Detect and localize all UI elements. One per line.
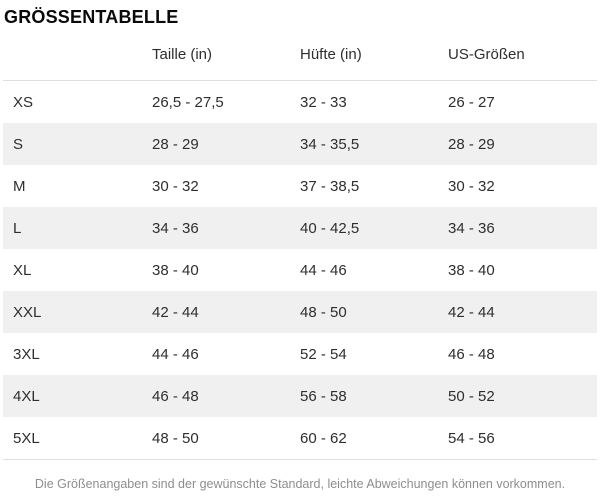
- huefte-value: 34 - 35,5: [300, 135, 360, 153]
- huefte-value: 56 - 58: [300, 387, 347, 405]
- table-row: M 30 - 32 37 - 38,5 30 - 32: [3, 165, 597, 207]
- us-value: 46 - 48: [448, 345, 495, 363]
- table-header-row: Taille (in) Hüfte (in) US-Größen: [3, 28, 597, 81]
- taille-value: 26,5 - 27,5: [152, 93, 224, 111]
- taille-value: 30 - 32: [152, 177, 199, 195]
- us-value: 26 - 27: [448, 93, 495, 111]
- table-row: 5XL 48 - 50 60 - 62 54 - 56: [3, 417, 597, 459]
- taille-value: 34 - 36: [152, 219, 199, 237]
- table-body: XS 26,5 - 27,5 32 - 33 26 - 27 S 28 - 29…: [3, 81, 597, 460]
- huefte-value: 52 - 54: [300, 345, 347, 363]
- us-value: 38 - 40: [448, 261, 495, 279]
- taille-value: 48 - 50: [152, 429, 199, 447]
- taille-value: 46 - 48: [152, 387, 199, 405]
- us-value: 50 - 52: [448, 387, 495, 405]
- taille-value: 44 - 46: [152, 345, 199, 363]
- size-label: 3XL: [13, 345, 40, 363]
- huefte-value: 60 - 62: [300, 429, 347, 447]
- table-row: XL 38 - 40 44 - 46 38 - 40: [3, 249, 597, 291]
- us-value: 30 - 32: [448, 177, 495, 195]
- header-huefte: Hüfte (in): [300, 45, 362, 63]
- size-label: M: [13, 177, 26, 195]
- size-label: L: [13, 219, 22, 237]
- table-row: S 28 - 29 34 - 35,5 28 - 29: [3, 123, 597, 165]
- size-label: XL: [13, 261, 32, 279]
- taille-value: 28 - 29: [152, 135, 199, 153]
- size-disclaimer-text: Die Größenangaben sind der gewünschte St…: [34, 477, 566, 491]
- header-us-groessen: US-Größen: [448, 45, 525, 63]
- taille-value: 42 - 44: [152, 303, 199, 321]
- us-value: 28 - 29: [448, 135, 495, 153]
- table-row: 4XL 46 - 48 56 - 58 50 - 52: [3, 375, 597, 417]
- taille-value: 38 - 40: [152, 261, 199, 279]
- us-value: 34 - 36: [448, 219, 495, 237]
- page-title: GRÖSSENTABELLE: [4, 7, 179, 27]
- size-label: XS: [13, 93, 34, 111]
- us-value: 42 - 44: [448, 303, 495, 321]
- huefte-value: 37 - 38,5: [300, 177, 360, 195]
- table-row: XS 26,5 - 27,5 32 - 33 26 - 27: [3, 81, 597, 123]
- size-chart-page: GRÖSSENTABELLE Taille (in) Hüfte (in) US…: [0, 6, 600, 492]
- header-taille: Taille (in): [152, 45, 213, 63]
- table-row: L 34 - 36 40 - 42,5 34 - 36: [3, 207, 597, 249]
- huefte-value: 44 - 46: [300, 261, 347, 279]
- size-label: S: [13, 135, 24, 153]
- huefte-value: 32 - 33: [300, 93, 347, 111]
- huefte-value: 40 - 42,5: [300, 219, 360, 237]
- huefte-value: 48 - 50: [300, 303, 347, 321]
- table-row: 3XL 44 - 46 52 - 54 46 - 48: [3, 333, 597, 375]
- table-row: XXL 42 - 44 48 - 50 42 - 44: [3, 291, 597, 333]
- size-label: XXL: [13, 303, 42, 321]
- us-value: 54 - 56: [448, 429, 495, 447]
- size-label: 5XL: [13, 429, 40, 447]
- size-table: Taille (in) Hüfte (in) US-Größen XS 26,5…: [3, 28, 597, 460]
- size-label: 4XL: [13, 387, 40, 405]
